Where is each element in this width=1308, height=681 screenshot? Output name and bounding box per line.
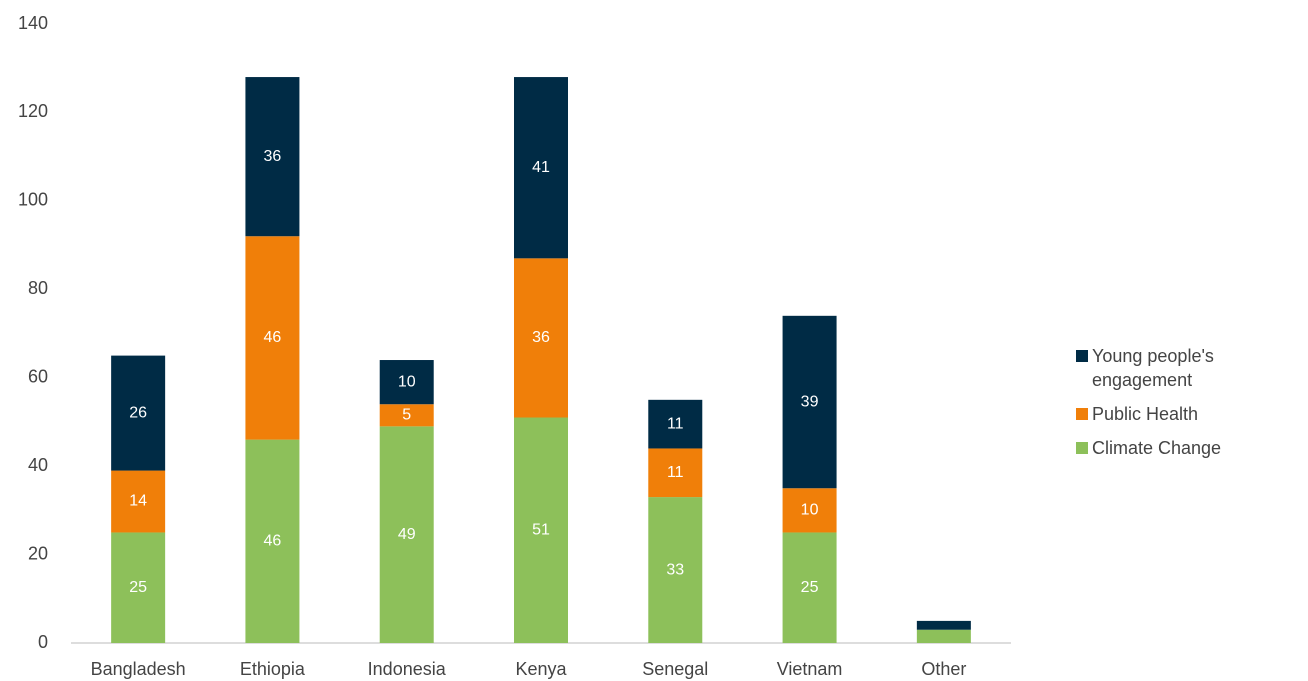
bar-segment <box>245 77 300 237</box>
legend-item: Climate Change <box>1076 436 1306 460</box>
legend: Young people's engagement Public Health Cl… <box>1076 344 1306 470</box>
bar-segment <box>379 426 434 643</box>
legend-label: Climate Change <box>1092 438 1222 458</box>
bar-segment <box>379 404 434 427</box>
data-label: 51 <box>532 521 550 538</box>
data-label: 25 <box>801 579 819 596</box>
x-tick-label: Kenya <box>515 659 567 679</box>
bar-segment <box>514 258 568 418</box>
bar-segment <box>514 417 568 643</box>
bar-segment <box>648 497 703 643</box>
data-label: 33 <box>666 561 684 578</box>
bar-segment <box>111 532 166 643</box>
x-tick-label: Vietnam <box>777 659 843 679</box>
data-label: 11 <box>667 415 684 432</box>
legend-label: Young people's engagement <box>1092 346 1214 390</box>
y-tick-label: 20 <box>28 543 48 563</box>
data-label: 10 <box>801 502 819 519</box>
data-label: 36 <box>264 148 282 165</box>
bar-segment <box>111 355 166 471</box>
y-tick-label: 140 <box>18 13 48 33</box>
x-tick-label: Senegal <box>642 659 708 679</box>
y-tick-label: 120 <box>18 101 48 121</box>
data-label: 10 <box>398 373 416 390</box>
legend-label: Public Health <box>1092 404 1199 424</box>
x-tick-label: Bangladesh <box>91 659 186 679</box>
bar-segment <box>514 77 568 259</box>
x-tick-label: Other <box>921 659 966 679</box>
data-label: 5 <box>402 407 411 424</box>
legend-item: Public Health <box>1076 402 1306 426</box>
bar-segment <box>111 470 166 533</box>
bar-segment <box>245 236 300 440</box>
legend-item: Young people's engagement <box>1076 344 1306 392</box>
data-label: 49 <box>398 526 416 543</box>
y-tick-label: 0 <box>38 632 48 652</box>
legend-swatch <box>1076 350 1088 362</box>
bar-segment <box>782 532 837 643</box>
bar-segment <box>916 629 971 643</box>
data-label: 36 <box>532 329 550 346</box>
legend-swatch <box>1076 442 1088 454</box>
y-tick-label: 80 <box>28 278 48 298</box>
bar-segment <box>245 439 300 643</box>
x-tick-label: Indonesia <box>368 659 447 679</box>
bar-segment <box>379 360 434 405</box>
data-label: 41 <box>532 159 550 176</box>
data-label: 26 <box>129 404 147 421</box>
data-label: 39 <box>801 393 819 410</box>
y-tick-label: 100 <box>18 190 48 210</box>
x-tick-label: Ethiopia <box>240 659 306 679</box>
y-tick-label: 60 <box>28 366 48 386</box>
data-label: 14 <box>129 493 147 510</box>
y-tick-label: 40 <box>28 455 48 475</box>
bar-segment <box>648 399 703 449</box>
data-label: 25 <box>129 579 147 596</box>
legend-swatch <box>1076 408 1088 420</box>
bar-segment <box>648 448 703 498</box>
bar-segment <box>782 315 837 489</box>
data-label: 11 <box>667 464 684 481</box>
data-label: 46 <box>264 533 282 550</box>
bar-segment <box>782 488 837 533</box>
data-label: 46 <box>264 329 282 346</box>
bar-segment <box>916 620 971 630</box>
